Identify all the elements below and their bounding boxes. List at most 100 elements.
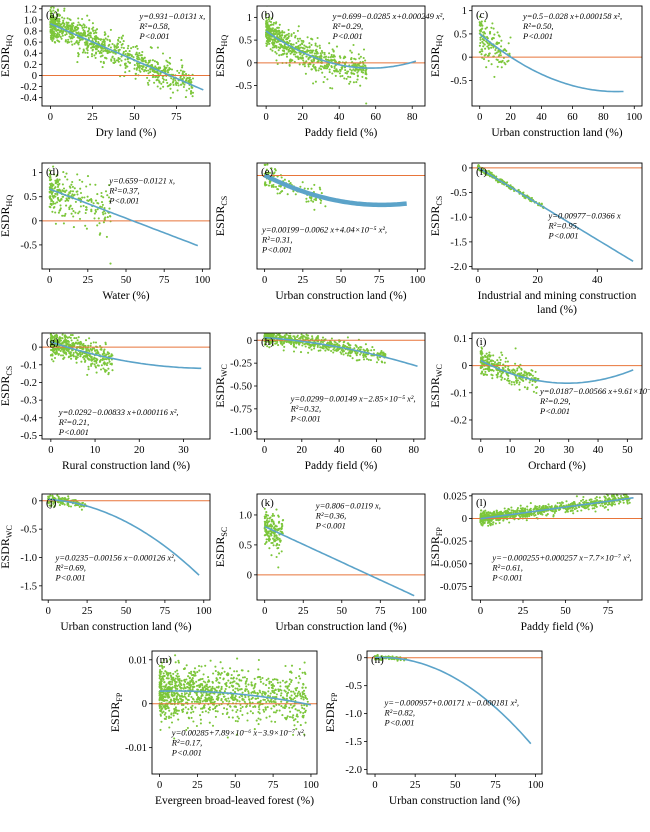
data-point <box>94 363 96 365</box>
data-point <box>326 347 328 349</box>
data-point <box>376 361 378 363</box>
data-point <box>488 358 490 360</box>
x-tick-label: 100 <box>196 606 212 617</box>
data-point <box>188 88 190 90</box>
plot-area <box>472 16 642 92</box>
data-point <box>320 65 322 67</box>
data-point <box>303 48 305 50</box>
data-point <box>125 53 127 55</box>
data-point <box>282 54 284 56</box>
data-point <box>91 53 93 55</box>
data-point <box>59 15 61 17</box>
data-point <box>54 41 56 43</box>
data-point <box>351 70 353 72</box>
data-point <box>122 52 124 54</box>
data-point <box>54 348 56 350</box>
data-point <box>120 60 122 62</box>
data-point <box>494 52 496 54</box>
data-point <box>321 50 323 52</box>
y-tick-label: -0.5 <box>20 525 37 536</box>
data-point <box>102 353 104 355</box>
data-point <box>78 41 80 43</box>
data-point <box>281 523 283 525</box>
data-point <box>81 509 83 511</box>
data-point <box>181 65 183 67</box>
data-point <box>309 50 311 52</box>
data-point <box>92 49 94 51</box>
data-point <box>313 209 315 211</box>
y-tick-label: -0.5 <box>20 240 37 251</box>
data-point <box>498 42 500 44</box>
data-point <box>83 358 85 360</box>
data-point <box>71 44 73 46</box>
data-point <box>341 68 343 70</box>
data-point <box>303 335 305 337</box>
data-point <box>319 346 321 348</box>
data-point <box>266 519 268 521</box>
data-point <box>66 23 68 25</box>
data-point <box>271 525 273 527</box>
data-point <box>363 358 365 360</box>
data-point <box>111 56 113 58</box>
data-point <box>368 359 370 361</box>
data-point <box>51 211 53 213</box>
data-point <box>165 60 167 62</box>
data-point <box>356 359 358 361</box>
x-tick-label: 80 <box>598 112 609 123</box>
data-point <box>61 16 63 18</box>
data-point <box>324 52 326 54</box>
data-point <box>85 35 87 37</box>
data-point <box>95 53 97 55</box>
data-point <box>271 42 273 44</box>
data-point <box>106 39 108 41</box>
y-tick-label: -0.1 <box>20 360 37 371</box>
data-point <box>89 183 91 185</box>
data-point <box>305 201 307 203</box>
data-point <box>493 370 495 372</box>
data-point <box>605 506 607 508</box>
data-point <box>147 82 149 84</box>
data-point <box>496 359 498 361</box>
data-point <box>70 41 72 43</box>
data-point <box>318 350 320 352</box>
data-point <box>106 236 108 238</box>
data-point <box>137 58 139 60</box>
data-point <box>294 51 296 53</box>
y-tick-label: 0 <box>247 336 252 347</box>
data-point <box>59 504 61 506</box>
data-point <box>307 188 309 190</box>
data-point <box>70 190 72 192</box>
data-point <box>275 21 277 23</box>
data-point <box>72 186 74 188</box>
data-point <box>107 216 109 218</box>
data-point <box>149 71 151 73</box>
data-point <box>127 45 129 47</box>
y-tick-label: 0.6 <box>24 38 37 49</box>
data-point <box>90 210 92 212</box>
data-point <box>508 53 510 55</box>
data-point <box>127 53 129 55</box>
data-point <box>307 200 309 202</box>
data-point <box>488 48 490 50</box>
data-point <box>70 345 72 347</box>
data-point <box>281 176 283 178</box>
data-point <box>268 28 270 30</box>
data-point <box>371 346 373 348</box>
data-point <box>179 76 181 78</box>
data-point <box>499 371 501 373</box>
y-tick-label: 0.5 <box>239 36 252 47</box>
data-point <box>59 179 61 181</box>
data-point <box>88 28 90 30</box>
data-point <box>64 200 66 202</box>
data-point <box>69 18 71 20</box>
data-point <box>86 374 88 376</box>
data-point <box>321 192 323 194</box>
x-tick-label: 20 <box>505 112 516 123</box>
data-point <box>87 358 89 360</box>
data-point <box>580 509 582 511</box>
data-point <box>519 381 521 383</box>
y-tick-label: 0.5 <box>239 540 252 551</box>
data-point <box>142 59 144 61</box>
data-point <box>67 27 69 29</box>
